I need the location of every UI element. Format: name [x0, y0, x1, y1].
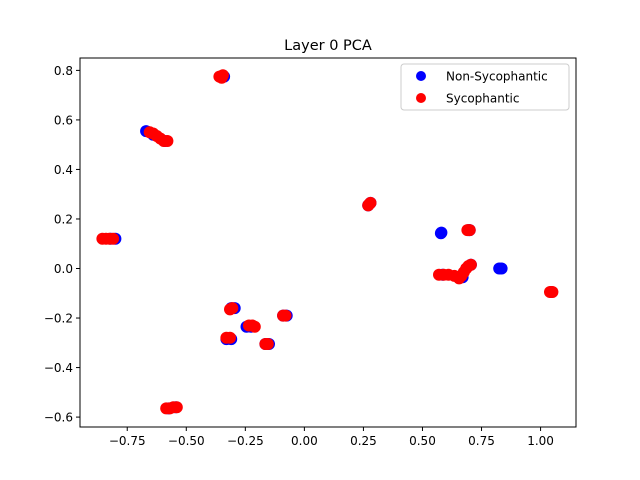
y-tick-label: 0.4 — [54, 163, 73, 177]
plot-frame — [79, 57, 577, 428]
y-tick-label: −0.4 — [44, 361, 73, 375]
x-tick-label: 0.00 — [291, 434, 318, 448]
x-tick-label: 1.00 — [527, 434, 554, 448]
legend-box — [400, 63, 570, 111]
data-point — [364, 196, 377, 209]
y-axis: −0.6 −0.4 −0.2 0.0 0.2 0.4 0.6 0.8 — [44, 64, 80, 425]
y-tick-label: −0.6 — [44, 411, 73, 425]
x-tick-label: −0.50 — [168, 434, 205, 448]
legend-marker-non-sycophantic — [416, 71, 426, 81]
data-point — [546, 286, 559, 298]
x-tick-label: −0.75 — [109, 434, 146, 448]
x-tick-label: −0.25 — [227, 434, 264, 448]
x-tick-label: 0.50 — [409, 434, 436, 448]
legend-marker-sycophantic — [416, 93, 426, 103]
data-point — [464, 258, 477, 271]
y-tick-label: 0.6 — [54, 113, 73, 127]
y-tick-label: 0.8 — [54, 64, 73, 78]
y-tick-label: 0.0 — [54, 262, 73, 276]
data-point — [463, 224, 476, 237]
legend-label-non-sycophantic: Non-Sycophantic — [446, 70, 548, 84]
chart-title: Layer 0 PCA — [284, 38, 372, 54]
data-point — [493, 262, 506, 275]
series-sycophantic — [96, 69, 559, 415]
y-tick-label: 0.2 — [54, 212, 73, 226]
data-point — [170, 401, 183, 414]
legend: Non-Sycophantic Sycophantic — [400, 63, 570, 111]
y-tick-label: −0.2 — [44, 312, 73, 326]
data-point — [224, 331, 236, 344]
data-point — [107, 232, 120, 245]
data-point — [261, 338, 274, 350]
x-tick-label: 0.75 — [468, 434, 495, 448]
x-axis: −0.75 −0.50 −0.25 0.00 0.25 0.50 0.75 1.00 — [109, 427, 554, 448]
legend-label-sycophantic: Sycophantic — [446, 92, 519, 106]
data-point — [248, 320, 261, 333]
data-point — [279, 309, 292, 322]
data-point — [435, 226, 448, 239]
data-point — [226, 302, 239, 315]
data-point — [161, 135, 174, 147]
data-point — [216, 69, 229, 82]
points-layer — [96, 69, 559, 415]
x-tick-label: 0.25 — [350, 434, 377, 448]
